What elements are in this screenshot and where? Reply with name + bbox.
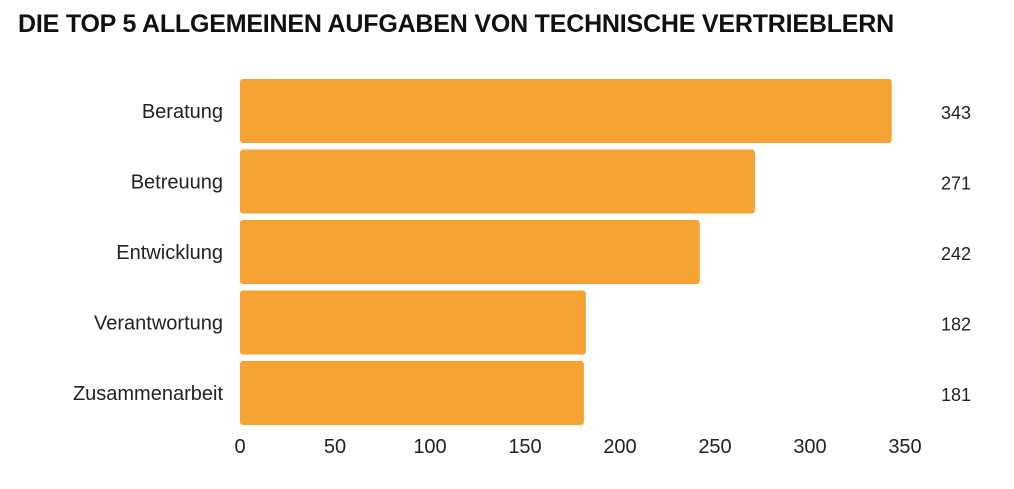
x-tick-label: 50 xyxy=(324,436,346,458)
category-label: Beratung xyxy=(142,101,223,123)
category-label: Zusammenarbeit xyxy=(73,383,224,405)
x-tick-label: 100 xyxy=(413,436,446,458)
category-label: Betreuung xyxy=(131,172,223,194)
data-label: 181 xyxy=(941,385,971,405)
data-label: 242 xyxy=(941,244,971,264)
bar-entwicklung xyxy=(240,220,700,284)
data-label: 343 xyxy=(941,103,971,123)
bar-verantwortung xyxy=(240,290,586,355)
bar-beratung xyxy=(240,79,892,143)
bar-zusammenarbeit xyxy=(240,361,584,425)
x-tick-label: 0 xyxy=(234,436,245,458)
data-label: 271 xyxy=(941,174,971,194)
bar-betreuung xyxy=(240,149,755,214)
x-tick-label: 250 xyxy=(698,436,731,458)
category-label: Entwicklung xyxy=(116,242,223,264)
x-tick-label: 150 xyxy=(508,436,541,458)
x-tick-label: 300 xyxy=(793,436,826,458)
category-label: Verantwortung xyxy=(94,313,223,335)
data-label: 182 xyxy=(941,315,971,335)
chart-title: DIE TOP 5 ALLGEMEINEN AUFGABEN VON TECHN… xyxy=(18,10,894,38)
x-tick-label: 200 xyxy=(603,436,636,458)
x-tick-label: 350 xyxy=(888,436,921,458)
